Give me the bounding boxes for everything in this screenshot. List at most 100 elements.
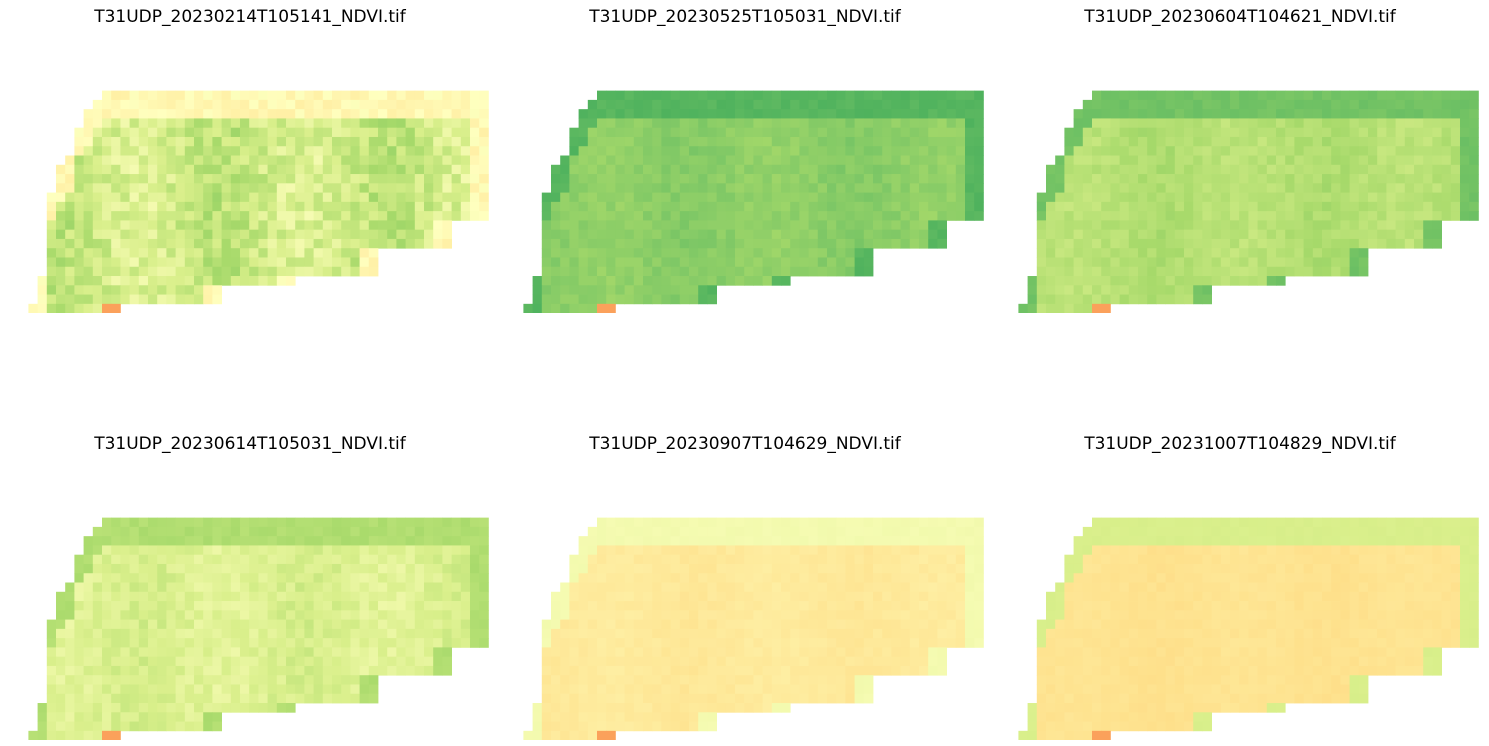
ndvi-cell	[1441, 183, 1452, 193]
ndvi-cell	[633, 684, 644, 695]
ndvi-cell	[1349, 526, 1360, 537]
ndvi-cell	[716, 591, 727, 602]
ndvi-cell	[624, 684, 635, 695]
ndvi-cell	[817, 526, 828, 537]
ndvi-cell	[1294, 201, 1304, 212]
ndvi-cell	[1046, 303, 1056, 313]
ndvi-cell	[1395, 192, 1406, 203]
ndvi-cell	[212, 712, 222, 722]
ndvi-cell	[955, 619, 966, 630]
ndvi-cell	[919, 136, 929, 147]
ndvi-cell	[396, 238, 406, 249]
ndvi-cell	[212, 294, 222, 305]
ndvi-cell	[1082, 294, 1093, 305]
ndvi-cell	[707, 693, 717, 704]
ndvi-cell	[946, 610, 957, 620]
ndvi-cell	[332, 266, 342, 277]
ndvi-cell	[1138, 99, 1148, 110]
ndvi-cell	[1432, 201, 1442, 212]
ndvi-cell	[744, 573, 754, 583]
ndvi-cell	[597, 136, 607, 147]
ndvi-cell	[111, 619, 121, 630]
ndvi-cell	[1174, 517, 1185, 528]
ndvi-cell	[781, 257, 791, 268]
ndvi-cell	[313, 591, 324, 602]
ndvi-cell	[753, 155, 763, 166]
ndvi-cell	[332, 517, 342, 528]
ndvi-cell	[661, 146, 671, 156]
ndvi-cell	[129, 211, 140, 221]
ndvi-cell	[863, 526, 874, 537]
ndvi-cell	[313, 229, 324, 240]
ndvi-cell	[1174, 192, 1185, 203]
ndvi-cell	[1441, 146, 1452, 156]
ndvi-cell	[46, 248, 57, 258]
ndvi-cell	[744, 647, 754, 658]
ndvi-cell	[111, 118, 121, 129]
ndvi-cell	[569, 684, 579, 695]
ndvi-cell	[1138, 545, 1148, 556]
ndvi-cell	[1266, 109, 1277, 119]
ndvi-cell	[184, 573, 195, 583]
ndvi-cell	[762, 675, 773, 685]
ndvi-cell	[1386, 192, 1396, 203]
ndvi-cell	[129, 155, 140, 166]
ndvi-cell	[129, 582, 140, 593]
ndvi-cell	[1202, 146, 1212, 156]
ndvi-cell	[735, 248, 745, 258]
ndvi-cell	[1110, 109, 1120, 119]
ndvi-cell	[615, 638, 625, 648]
ndvi-cell	[1147, 285, 1157, 295]
ndvi-cell	[240, 201, 250, 212]
ndvi-cell	[111, 99, 121, 110]
ndvi-cell	[753, 127, 763, 138]
ndvi-cell	[1092, 109, 1102, 119]
ndvi-cell	[1092, 211, 1102, 221]
ndvi-cell	[74, 675, 84, 685]
ndvi-cell	[295, 601, 305, 611]
ndvi-cell	[442, 582, 452, 593]
ndvi-cell	[597, 183, 607, 193]
ndvi-cell	[965, 201, 975, 212]
ndvi-cell	[1046, 266, 1056, 277]
ndvi-cell	[707, 638, 717, 648]
ndvi-cell	[1230, 127, 1240, 138]
ndvi-cell	[1036, 248, 1047, 258]
ndvi-cell	[221, 99, 232, 110]
ndvi-cell	[111, 647, 121, 658]
ndvi-cell	[138, 109, 149, 119]
ndvi-cell	[845, 582, 855, 593]
ndvi-cell	[470, 601, 480, 611]
ndvi-cell	[946, 582, 957, 593]
ndvi-cell	[194, 90, 204, 101]
ndvi-cell	[1395, 517, 1406, 528]
ndvi-cell	[341, 554, 351, 565]
ndvi-cell	[1082, 155, 1093, 166]
ndvi-cell	[1092, 183, 1102, 193]
ndvi-cell	[615, 563, 625, 574]
ndvi-cell	[1248, 192, 1258, 203]
ndvi-cell	[909, 90, 920, 101]
ndvi-cell	[698, 684, 708, 695]
ndvi-cell	[569, 211, 579, 221]
ndvi-cell	[1404, 517, 1415, 528]
ndvi-cell	[322, 545, 333, 556]
ndvi-cell	[295, 257, 305, 268]
ndvi-cell	[1239, 545, 1249, 556]
ndvi-cell	[313, 155, 324, 166]
ndvi-cell	[541, 276, 552, 286]
ndvi-cell	[1211, 248, 1222, 258]
ndvi-cell	[716, 146, 727, 156]
ndvi-cell	[111, 610, 121, 620]
ndvi-cell	[295, 90, 305, 101]
ndvi-cell	[184, 220, 195, 231]
ndvi-cell	[863, 229, 874, 240]
ndvi-cell	[1220, 229, 1231, 240]
ndvi-cell	[267, 703, 278, 713]
ndvi-cell	[753, 656, 763, 667]
ndvi-cell	[368, 647, 379, 658]
ndvi-cell	[643, 545, 653, 556]
ndvi-cell	[753, 703, 763, 713]
ndvi-cell	[56, 703, 66, 713]
ndvi-cell	[148, 136, 158, 147]
